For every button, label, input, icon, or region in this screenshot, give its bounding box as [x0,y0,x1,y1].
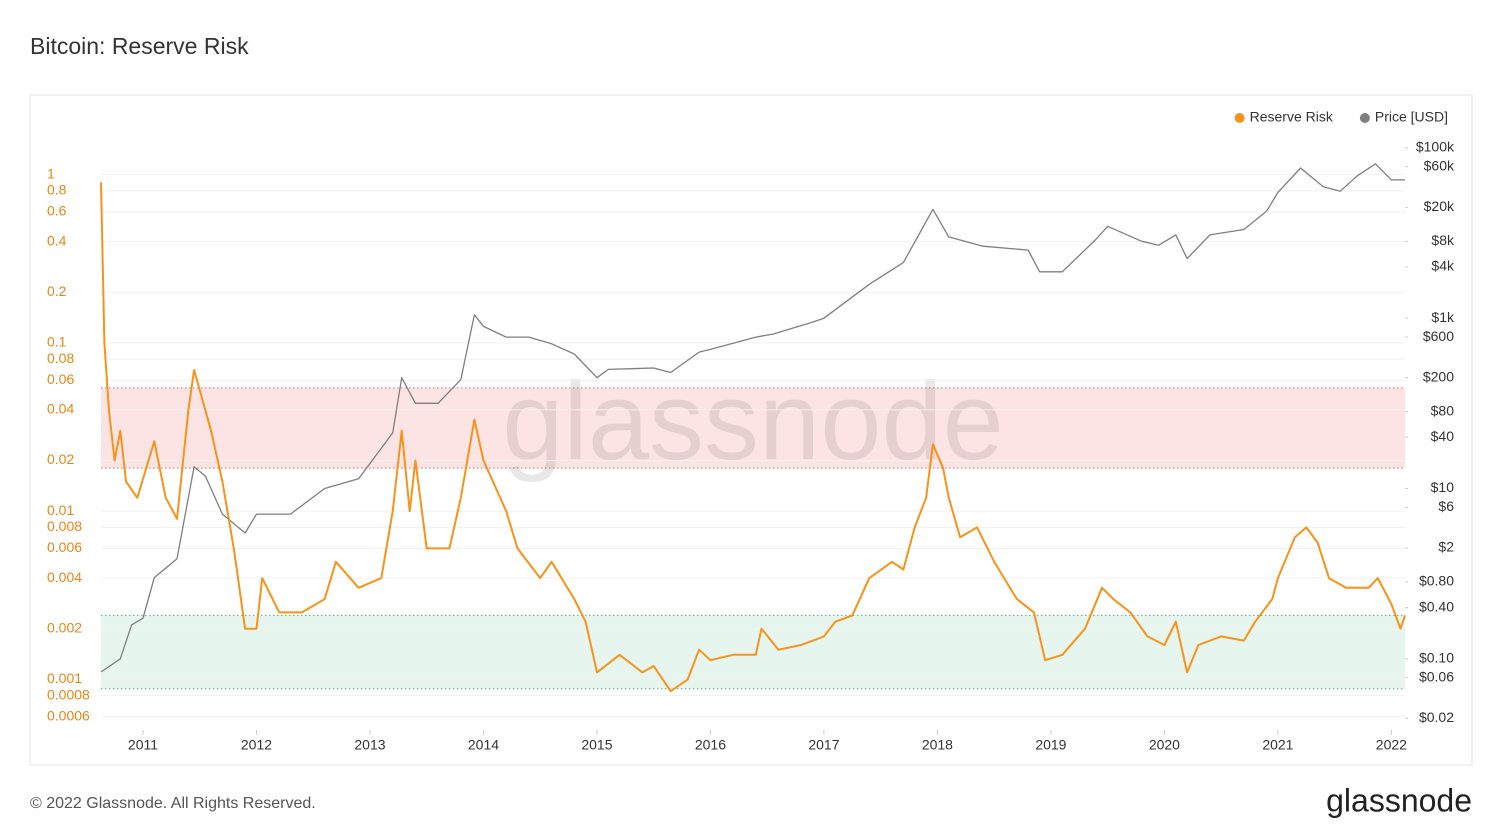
y-tick-label: 0.0006 [47,707,90,723]
x-tick-label: 2016 [695,737,726,753]
zone [101,387,1405,469]
x-tick-label: 2017 [808,737,839,753]
y-tick-label: 0.006 [47,539,82,555]
y2-tick-label: $20k [1424,198,1455,214]
y-tick-label: 0.06 [47,371,74,387]
y2-tick-label: $0.80 [1419,573,1454,589]
x-tick-label: 2015 [581,737,612,753]
y2-tick-label: $200 [1423,368,1454,384]
chart-title: Bitcoin: Reserve Risk [30,33,249,59]
y2-tick-label: $100k [1416,139,1455,155]
y-tick-label: 0.04 [47,401,74,417]
y2-tick-label: $4k [1431,258,1455,274]
y2-tick-label: $8k [1431,232,1455,248]
x-tick-label: 2014 [468,737,499,753]
y-tick-label: 0.001 [47,670,82,686]
watermark: glassnode [502,360,1004,483]
y2-tick-label: $80 [1431,402,1455,418]
y2-tick-label: $1k [1431,309,1455,325]
y-tick-label: 0.02 [47,451,74,467]
y-tick-label: 0.1 [47,334,67,350]
y-tick-label: 0.002 [47,619,82,635]
y2-tick-label: $0.02 [1419,709,1454,725]
y2-tick-label: $60k [1424,157,1455,173]
legend-label: Price [USD] [1375,109,1448,125]
x-tick-label: 2021 [1262,737,1293,753]
x-tick-label: 2019 [1035,737,1066,753]
x-tick-label: 2012 [241,737,272,753]
brand: glassnode [1326,782,1472,818]
y-tick-label: 1 [47,165,55,181]
y2-tick-label: $10 [1431,479,1455,495]
series-line [100,182,1406,693]
y2-tick-label: $0.06 [1419,668,1454,684]
y-tick-label: 0.6 [47,203,67,219]
footer: © 2022 Glassnode. All Rights Reserved. [30,795,316,812]
series-line [100,163,1405,673]
legend-label: Reserve Risk [1250,109,1334,125]
y-tick-label: 0.01 [47,502,74,518]
x-tick-label: 2022 [1376,737,1407,753]
y2-tick-label: $2 [1438,539,1454,555]
zone [101,615,1405,689]
y-tick-label: 0.0008 [47,686,90,702]
y2-tick-label: $40 [1431,428,1455,444]
plot: glassnode 10.8 0.6 0.4 0.2 0.10.08 0.06 0.04 0.0… [47,109,1455,753]
y2-tick-label: $6 [1438,498,1454,514]
x-tick-label: 2020 [1149,737,1180,753]
y2-tick-label: $600 [1423,328,1454,344]
y-tick-label: 0.4 [47,232,67,248]
x-tick-label: 2011 [128,737,158,753]
y-tick-label: 0.8 [47,182,67,198]
y2-tick-label: $0.40 [1419,598,1454,614]
y2-tick-label: $0.10 [1419,650,1454,666]
x-tick-label: 2013 [354,737,385,753]
legend-dot [1359,113,1370,123]
y-tick-label: 0.004 [47,569,82,585]
legend-dot [1234,113,1245,123]
y-tick-label: 0.2 [47,283,67,299]
x-tick-label: 2018 [922,737,953,753]
y-tick-label: 0.008 [47,518,82,534]
y-tick-label: 0.08 [47,350,74,366]
